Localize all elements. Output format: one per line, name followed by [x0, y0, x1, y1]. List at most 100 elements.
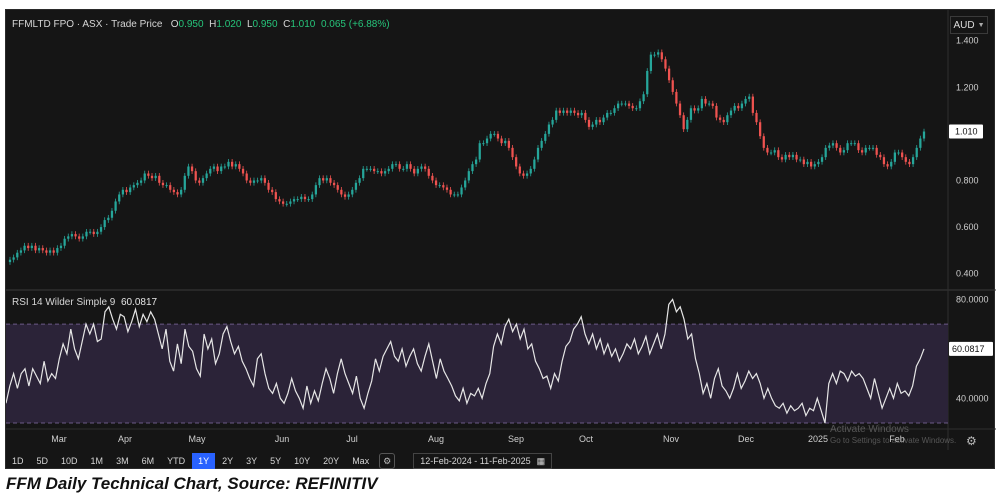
candle[interactable] [147, 170, 150, 179]
candle[interactable] [322, 175, 325, 184]
candle[interactable] [649, 51, 653, 74]
candle[interactable] [558, 107, 561, 116]
candle[interactable] [525, 170, 529, 179]
candle[interactable] [784, 152, 787, 163]
candle[interactable] [496, 131, 500, 142]
candle[interactable] [209, 166, 212, 177]
candle[interactable] [587, 117, 591, 130]
candle[interactable] [365, 166, 368, 172]
candle[interactable] [121, 186, 125, 198]
candle[interactable] [118, 191, 121, 205]
rsi-series[interactable] [6, 298, 925, 424]
candle[interactable] [445, 184, 449, 193]
candle[interactable] [511, 145, 514, 160]
candle[interactable] [96, 228, 99, 237]
candle[interactable] [343, 191, 347, 200]
candle[interactable] [584, 110, 587, 123]
candle[interactable] [664, 56, 667, 72]
candle[interactable] [726, 112, 729, 126]
candle[interactable] [711, 100, 714, 109]
candle[interactable] [216, 163, 219, 174]
candle[interactable] [103, 217, 106, 230]
candle[interactable] [88, 228, 92, 235]
candle[interactable] [431, 173, 434, 184]
candle[interactable] [38, 245, 41, 254]
candle[interactable] [23, 242, 26, 254]
candle[interactable] [631, 103, 634, 112]
time-axis[interactable]: Mar Apr May Jun Jul Aug Sep Oct Nov Dec 2025 Feb [51, 434, 905, 444]
candle[interactable] [813, 161, 816, 170]
candle[interactable] [613, 105, 616, 116]
candle[interactable] [438, 182, 441, 188]
candle[interactable] [518, 163, 521, 177]
candle[interactable] [762, 133, 765, 151]
candle[interactable] [675, 89, 678, 107]
candle[interactable] [27, 242, 30, 251]
candle[interactable] [540, 138, 543, 151]
candle[interactable] [828, 142, 831, 151]
candle[interactable] [45, 247, 48, 256]
candle[interactable] [311, 191, 314, 202]
candle[interactable] [405, 161, 409, 172]
candle[interactable] [380, 168, 383, 177]
candle[interactable] [194, 168, 197, 184]
candle[interactable] [201, 175, 205, 186]
candle[interactable] [402, 166, 405, 172]
candle[interactable] [212, 163, 216, 172]
candle[interactable] [478, 140, 481, 163]
candle[interactable] [850, 140, 853, 146]
candle[interactable] [729, 107, 733, 119]
candle[interactable] [533, 156, 536, 172]
candle[interactable] [566, 107, 569, 116]
candle[interactable] [627, 100, 631, 109]
candle[interactable] [256, 177, 259, 184]
candle[interactable] [824, 145, 827, 160]
candle[interactable] [303, 193, 307, 202]
candle[interactable] [143, 170, 146, 184]
candle[interactable] [154, 173, 157, 181]
candle[interactable] [227, 159, 230, 170]
candle[interactable] [8, 256, 12, 265]
candle[interactable] [708, 100, 711, 107]
candle[interactable] [686, 117, 689, 132]
candle[interactable] [278, 196, 281, 205]
candle[interactable] [536, 145, 540, 163]
timeframe-button-2y[interactable]: 2Y [222, 456, 234, 466]
candle[interactable] [748, 93, 751, 102]
candle[interactable] [190, 163, 194, 174]
candle[interactable] [547, 121, 551, 137]
candle[interactable] [358, 175, 361, 186]
settings-gear-icon[interactable]: ⚙ [966, 434, 977, 448]
candle[interactable] [853, 140, 856, 146]
date-range-picker[interactable]: 12-Feb-2024 - 11-Feb-2025 ▦ [413, 453, 553, 469]
candle[interactable] [187, 163, 190, 179]
candle[interactable] [846, 140, 849, 153]
candle[interactable] [78, 233, 81, 242]
toolbar-gear-icon[interactable]: ⚙ [379, 453, 396, 469]
candle[interactable] [274, 189, 277, 202]
candle[interactable] [409, 161, 412, 172]
timeframe-button-ytd[interactable]: YTD [167, 456, 186, 466]
candle[interactable] [398, 161, 401, 172]
candle[interactable] [81, 233, 84, 242]
candle[interactable] [857, 140, 860, 153]
timeframe-button-5d[interactable]: 5D [36, 456, 49, 466]
candle[interactable] [576, 110, 580, 119]
candle[interactable] [620, 100, 623, 107]
candle[interactable] [598, 117, 602, 126]
candle[interactable] [653, 51, 656, 58]
candle[interactable] [489, 131, 492, 142]
candle[interactable] [879, 152, 882, 160]
candle[interactable] [682, 112, 685, 132]
candle[interactable] [107, 214, 110, 223]
candle[interactable] [383, 168, 387, 177]
candle[interactable] [110, 207, 114, 221]
candle[interactable] [835, 140, 838, 151]
candle[interactable] [471, 161, 474, 174]
candle[interactable] [230, 159, 234, 170]
candle[interactable] [755, 110, 758, 126]
candle[interactable] [555, 107, 558, 123]
candle[interactable] [657, 49, 660, 58]
candle[interactable] [427, 166, 430, 179]
candle[interactable] [839, 145, 842, 156]
